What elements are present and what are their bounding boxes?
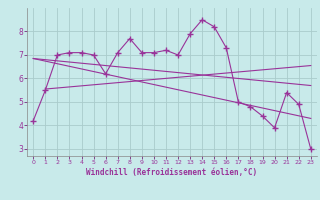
X-axis label: Windchill (Refroidissement éolien,°C): Windchill (Refroidissement éolien,°C): [86, 168, 258, 177]
